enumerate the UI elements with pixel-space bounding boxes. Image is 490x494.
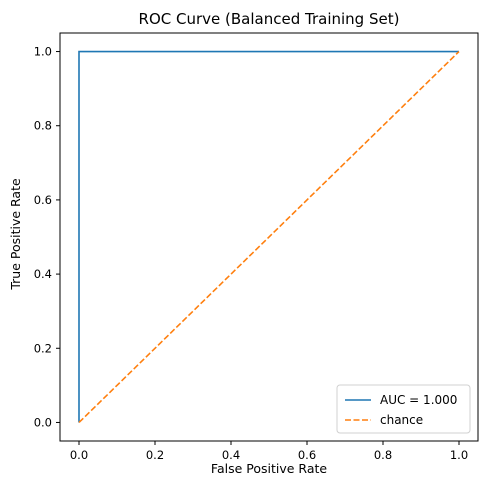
roc-curve-line [78,50,459,423]
legend-label: chance [380,413,423,427]
legend-label: AUC = 1.000 [380,393,457,407]
plot-frame [59,32,479,442]
x-tick-label: 1.0 [450,448,468,462]
x-tick-label: 0.6 [298,448,316,462]
x-tick-label: 0.2 [146,448,164,462]
y-tick-label: 0.6 [34,193,52,207]
series-layer [78,50,460,424]
legend-box [336,384,471,434]
x-tick-label: 0.0 [70,448,88,462]
x-tick-label: 0.4 [222,448,240,462]
y-tick-label: 0.8 [34,119,52,133]
tick-layer: 0.0 0.2 0.4 0.6 0.8 1.0 0.0 0.2 0.4 0.6 0.8 1.0 [34,45,468,462]
chance-line [78,50,460,424]
chart-title: ROC Curve (Balanced Training Set) [139,10,400,28]
y-tick-label: 1.0 [34,45,52,59]
y-tick-label: 0.0 [34,415,52,429]
x-tick-label: 0.8 [374,448,392,462]
y-tick-label: 0.4 [34,267,52,281]
legend: AUC = 1.000 chance [336,384,471,434]
x-axis-label: False Positive Rate [211,461,327,476]
y-tick-label: 0.2 [34,341,52,355]
y-axis-label: True Positive Rate [8,178,23,291]
